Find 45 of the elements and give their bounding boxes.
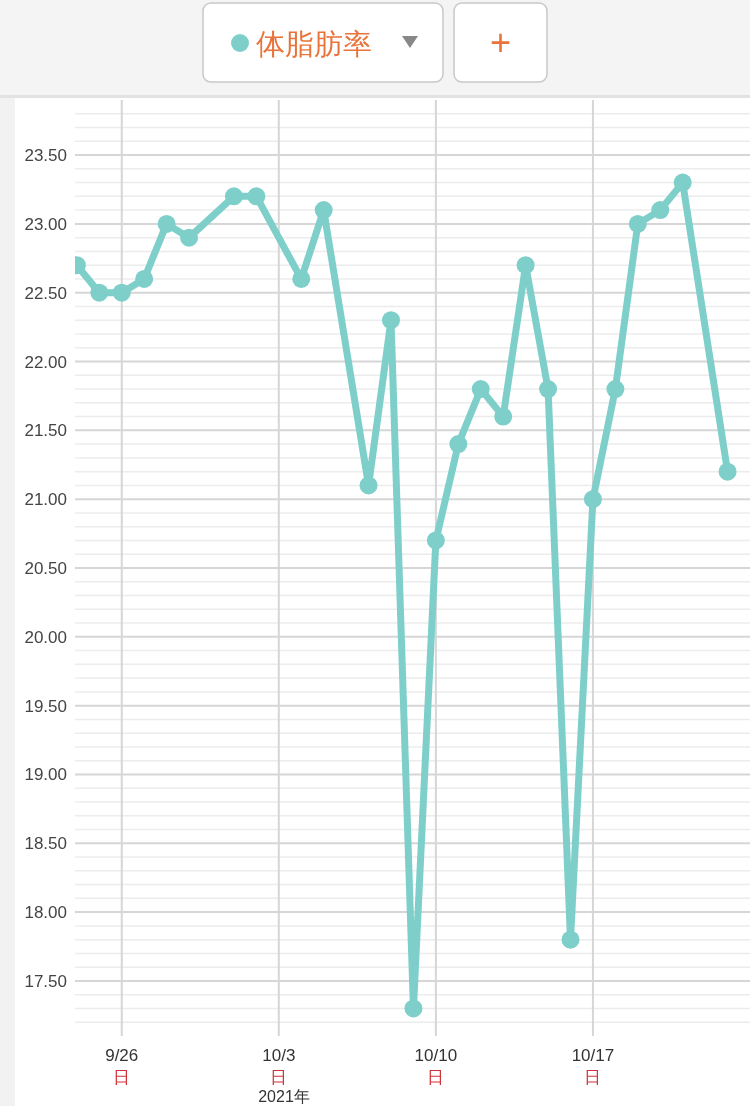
point xyxy=(90,283,109,302)
point xyxy=(471,380,490,399)
point xyxy=(112,283,131,302)
point xyxy=(651,201,670,220)
point xyxy=(449,435,468,454)
point xyxy=(135,269,154,288)
point xyxy=(224,187,243,206)
y-tick-label: 18.00 xyxy=(24,903,67,923)
point xyxy=(426,531,445,550)
point xyxy=(382,311,400,330)
point xyxy=(628,214,647,233)
y-tick-label: 19.00 xyxy=(24,765,67,785)
point xyxy=(314,201,333,220)
point xyxy=(180,228,199,247)
x-tick-label: 10/17 日 xyxy=(571,1046,615,1087)
y-tick-label: 23.50 xyxy=(24,146,67,166)
y-tick-label: 18.50 xyxy=(24,834,67,854)
point xyxy=(673,173,692,192)
x-tick-label: 10/10 日 xyxy=(414,1046,458,1087)
point xyxy=(718,462,737,481)
point xyxy=(404,999,423,1018)
y-tick-label: 21.50 xyxy=(24,421,67,441)
point xyxy=(583,490,602,509)
y-tick-label: 23.00 xyxy=(24,214,67,234)
legend: 体脂肪率 xyxy=(202,2,444,83)
point xyxy=(539,380,558,399)
point xyxy=(606,380,625,399)
y-tick-label: 22.00 xyxy=(24,352,67,372)
y-tick-label: 20.00 xyxy=(24,627,67,647)
point xyxy=(157,214,176,233)
point xyxy=(494,407,513,426)
y-tick-label: 19.50 xyxy=(24,696,67,716)
y-tick-label: 20.50 xyxy=(24,559,67,578)
y-tick-label: 17.50 xyxy=(24,971,67,991)
point xyxy=(247,187,266,206)
point xyxy=(516,256,535,275)
point xyxy=(561,930,580,949)
y-tick-label: 22.50 xyxy=(24,283,67,303)
button-add: + xyxy=(453,2,548,83)
x-tick-label: 10/3 日 xyxy=(262,1046,296,1087)
x-tick-label: 9/26 日 xyxy=(105,1046,139,1087)
y-tick-label: 21.00 xyxy=(24,490,67,510)
point xyxy=(359,476,378,495)
x-axis-title: 2021年 xyxy=(258,1088,310,1105)
legend-label: 体脂肪率 xyxy=(256,28,372,60)
